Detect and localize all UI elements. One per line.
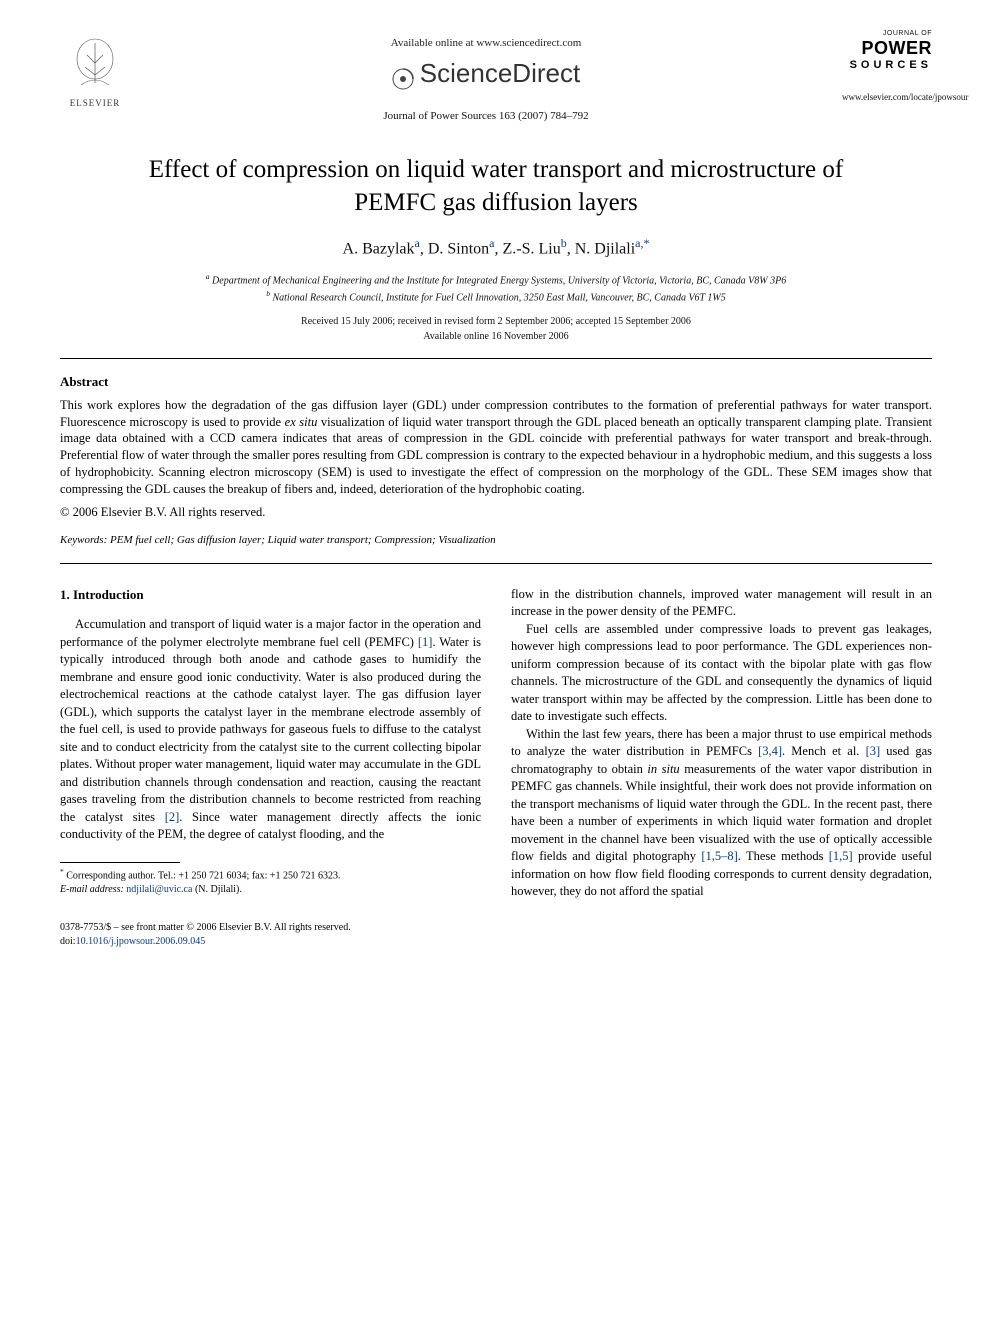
email-address[interactable]: ndjilali@uvic.ca xyxy=(126,884,192,895)
affiliations: a Department of Mechanical Engineering a… xyxy=(60,271,932,306)
bottom-metadata: 0378-7753/$ – see front matter © 2006 El… xyxy=(60,921,932,949)
rule-below-keywords xyxy=(60,563,932,564)
footnote-tel-fax: * Corresponding author. Tel.: +1 250 721… xyxy=(60,867,481,883)
available-online-text: Available online at www.sciencedirect.co… xyxy=(130,36,842,51)
affiliation-a: a Department of Mechanical Engineering a… xyxy=(60,271,932,288)
header-row: ELSEVIER Available online at www.science… xyxy=(60,30,932,124)
keywords-line: Keywords: PEM fuel cell; Gas diffusion l… xyxy=(60,533,932,548)
body-columns: 1. Introduction Accumulation and transpo… xyxy=(60,586,932,901)
elsevier-tree-icon xyxy=(67,35,123,95)
dates-available: Available online 16 November 2006 xyxy=(60,329,932,344)
front-matter-line: 0378-7753/$ – see front matter © 2006 El… xyxy=(60,921,932,935)
journal-of-label: JOURNAL OF xyxy=(842,30,932,38)
elsevier-label: ELSEVIER xyxy=(70,97,121,110)
intro-paragraph-3: Fuel cells are assembled under compressi… xyxy=(511,621,932,726)
keywords-text: PEM fuel cell; Gas diffusion layer; Liqu… xyxy=(110,534,496,546)
column-right: flow in the distribution channels, impro… xyxy=(511,586,932,901)
abstract-body: This work explores how the degradation o… xyxy=(60,397,932,498)
header-center: Available online at www.sciencedirect.co… xyxy=(130,30,842,124)
sciencedirect-brand: ScienceDirect xyxy=(392,55,580,91)
email-label: E-mail address: xyxy=(60,884,124,895)
footnote-email-line: E-mail address: ndjilali@uvic.ca (N. Dji… xyxy=(60,883,481,897)
dates-received: Received 15 July 2006; received in revis… xyxy=(60,314,932,329)
sciencedirect-label: ScienceDirect xyxy=(420,55,580,91)
rule-above-abstract xyxy=(60,358,932,359)
doi-value[interactable]: 10.1016/j.jpowsour.2006.09.045 xyxy=(76,936,206,947)
doi-line: doi:10.1016/j.jpowsour.2006.09.045 xyxy=(60,935,932,949)
sciencedirect-icon xyxy=(392,63,414,85)
intro-paragraph-4: Within the last few years, there has bee… xyxy=(511,726,932,901)
article-title: Effect of compression on liquid water tr… xyxy=(136,154,856,219)
abstract-heading: Abstract xyxy=(60,373,932,391)
article-dates: Received 15 July 2006; received in revis… xyxy=(60,314,932,344)
corresponding-author-footnote: * Corresponding author. Tel.: +1 250 721… xyxy=(60,867,481,897)
footnote-rule xyxy=(60,862,180,863)
intro-paragraph-2: flow in the distribution channels, impro… xyxy=(511,586,932,621)
abstract-copyright: © 2006 Elsevier B.V. All rights reserved… xyxy=(60,504,932,522)
elsevier-logo: ELSEVIER xyxy=(60,30,130,110)
journal-url: www.elsevier.com/locate/jpowsour xyxy=(842,91,932,104)
sources-label: SOURCES xyxy=(842,58,932,73)
authors-line: A. Bazylaka, D. Sintona, Z.-S. Liub, N. … xyxy=(60,235,932,261)
section-1-heading: 1. Introduction xyxy=(60,586,481,604)
column-left: 1. Introduction Accumulation and transpo… xyxy=(60,586,481,901)
keywords-label: Keywords: xyxy=(60,534,107,546)
intro-paragraph-1: Accumulation and transport of liquid wat… xyxy=(60,616,481,844)
power-label: POWER xyxy=(842,39,932,57)
journal-reference: Journal of Power Sources 163 (2007) 784–… xyxy=(130,109,842,124)
email-paren: (N. Djilali). xyxy=(195,884,242,895)
affiliation-b: b National Research Council, Institute f… xyxy=(60,288,932,305)
doi-label: doi: xyxy=(60,936,76,947)
power-sources-logo: JOURNAL OF POWER SOURCES www.elsevier.co… xyxy=(842,30,932,104)
